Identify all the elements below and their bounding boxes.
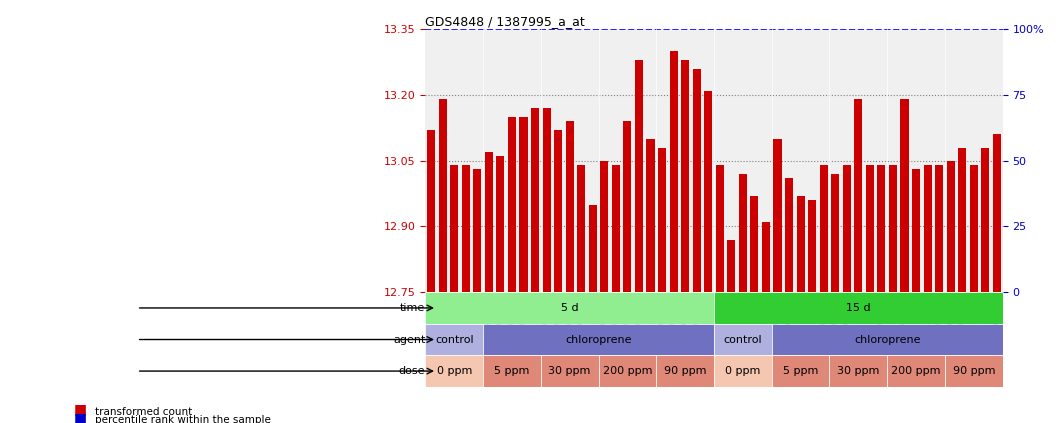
FancyBboxPatch shape [426, 292, 714, 324]
FancyBboxPatch shape [426, 355, 483, 387]
Text: ■: ■ [74, 403, 87, 417]
Bar [831, 174, 840, 292]
Bar [473, 170, 482, 292]
Text: 90 ppm: 90 ppm [952, 366, 995, 376]
FancyBboxPatch shape [945, 355, 1003, 387]
Text: percentile rank within the sample: percentile rank within the sample [95, 415, 271, 423]
Text: 5 ppm: 5 ppm [495, 366, 530, 376]
Text: time: time [400, 303, 426, 313]
FancyBboxPatch shape [714, 324, 772, 355]
Bar [877, 165, 885, 292]
Bar [739, 174, 747, 292]
Bar [635, 60, 643, 292]
Text: chloroprene: chloroprene [566, 335, 632, 344]
Text: GDS4848 / 1387995_a_at: GDS4848 / 1387995_a_at [426, 15, 586, 28]
Bar [716, 165, 723, 292]
Bar [958, 148, 966, 292]
Bar [497, 156, 504, 292]
Bar [508, 117, 516, 292]
Bar [970, 165, 977, 292]
Bar [566, 121, 574, 292]
Bar [761, 222, 770, 292]
Bar [866, 165, 874, 292]
Bar [646, 139, 654, 292]
Bar [947, 161, 955, 292]
Bar [855, 99, 862, 292]
Bar [589, 204, 597, 292]
Text: 30 ppm: 30 ppm [838, 366, 880, 376]
Text: 0 ppm: 0 ppm [725, 366, 760, 376]
Bar [693, 69, 701, 292]
Bar [796, 196, 805, 292]
Text: ■: ■ [74, 411, 87, 423]
Bar [669, 51, 678, 292]
Text: control: control [723, 335, 762, 344]
FancyBboxPatch shape [541, 355, 598, 387]
Bar [612, 165, 620, 292]
FancyBboxPatch shape [483, 324, 714, 355]
Text: 5 ppm: 5 ppm [783, 366, 819, 376]
Text: control: control [435, 335, 473, 344]
Text: 0 ppm: 0 ppm [436, 366, 472, 376]
Bar [982, 148, 989, 292]
Text: chloroprene: chloroprene [854, 335, 920, 344]
Text: 5 d: 5 d [561, 303, 578, 313]
Bar [773, 139, 782, 292]
Text: 30 ppm: 30 ppm [549, 366, 591, 376]
FancyBboxPatch shape [598, 355, 657, 387]
Bar [820, 165, 828, 292]
Bar [531, 108, 539, 292]
Bar [751, 196, 758, 292]
Bar [542, 108, 551, 292]
Bar [704, 91, 713, 292]
FancyBboxPatch shape [483, 355, 541, 387]
Bar [993, 135, 1001, 292]
Bar [577, 165, 586, 292]
Bar [900, 99, 909, 292]
Bar [785, 178, 793, 292]
Bar [923, 165, 932, 292]
FancyBboxPatch shape [887, 355, 945, 387]
Bar [681, 60, 689, 292]
FancyBboxPatch shape [772, 355, 829, 387]
Bar [554, 130, 562, 292]
Bar [438, 99, 447, 292]
Bar [600, 161, 608, 292]
Bar [808, 200, 816, 292]
Bar [462, 165, 470, 292]
Bar [728, 239, 735, 292]
Bar [843, 165, 850, 292]
Bar [658, 148, 666, 292]
Text: 15 d: 15 d [846, 303, 870, 313]
Bar [427, 130, 435, 292]
Bar [485, 152, 492, 292]
Bar [889, 165, 897, 292]
FancyBboxPatch shape [657, 355, 714, 387]
FancyBboxPatch shape [426, 324, 483, 355]
Bar [450, 165, 459, 292]
Text: 200 ppm: 200 ppm [892, 366, 940, 376]
FancyBboxPatch shape [829, 355, 887, 387]
Bar [935, 165, 944, 292]
FancyBboxPatch shape [714, 355, 772, 387]
Text: 90 ppm: 90 ppm [664, 366, 706, 376]
FancyBboxPatch shape [772, 324, 1003, 355]
Text: dose: dose [399, 366, 426, 376]
Bar [912, 170, 920, 292]
Bar [520, 117, 527, 292]
Bar [624, 121, 631, 292]
Text: 200 ppm: 200 ppm [603, 366, 652, 376]
Text: agent: agent [393, 335, 426, 344]
FancyBboxPatch shape [714, 292, 1003, 324]
Text: transformed count: transformed count [95, 407, 193, 417]
